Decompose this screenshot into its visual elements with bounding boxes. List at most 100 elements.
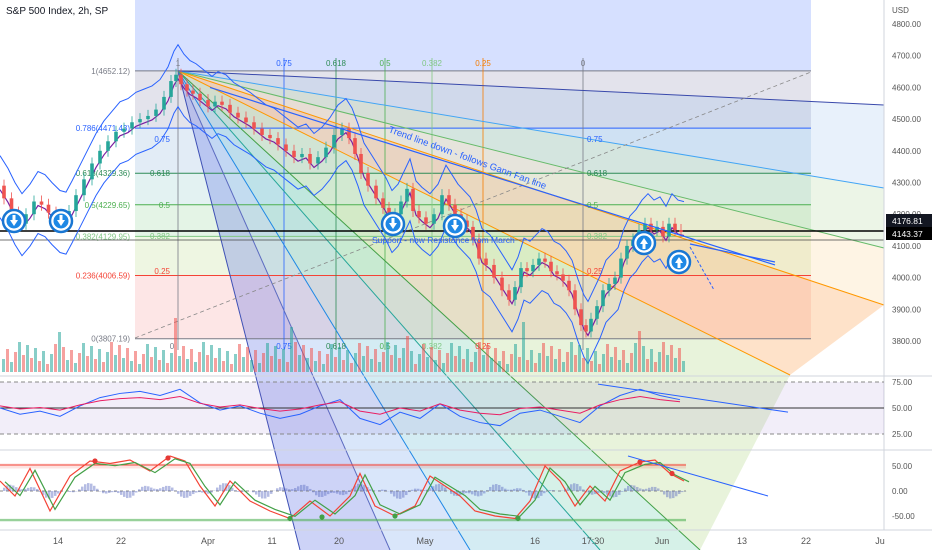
candle[interactable] — [543, 258, 547, 262]
candle[interactable] — [162, 96, 166, 110]
candle[interactable] — [130, 122, 134, 129]
candle[interactable] — [643, 223, 647, 231]
candle[interactable] — [268, 134, 272, 139]
candle[interactable] — [114, 131, 118, 142]
candle[interactable] — [316, 157, 320, 164]
candle[interactable] — [573, 290, 577, 310]
candle[interactable] — [555, 271, 559, 275]
volume-bar — [350, 363, 353, 372]
rsi-line[interactable] — [0, 388, 681, 427]
candle[interactable] — [405, 188, 409, 202]
candle[interactable] — [228, 104, 232, 113]
candle[interactable] — [284, 144, 288, 151]
candle[interactable] — [179, 74, 183, 85]
candle[interactable] — [500, 277, 504, 291]
candle[interactable] — [260, 128, 264, 135]
candle[interactable] — [185, 84, 189, 91]
candle[interactable] — [679, 230, 683, 233]
candle[interactable] — [353, 138, 357, 154]
candle[interactable] — [589, 318, 593, 332]
candle[interactable] — [98, 150, 102, 164]
candle[interactable] — [366, 172, 370, 186]
candle[interactable] — [673, 223, 677, 231]
candle[interactable] — [300, 153, 304, 158]
stoch-histogram-bar — [513, 488, 516, 491]
candle[interactable] — [537, 258, 541, 265]
candle[interactable] — [584, 325, 588, 332]
candle[interactable] — [579, 309, 583, 326]
candle[interactable] — [276, 138, 280, 145]
candle[interactable] — [191, 90, 195, 94]
stoch-histogram-bar — [300, 484, 303, 491]
candle[interactable] — [122, 128, 126, 132]
stoch-histogram-bar — [36, 489, 39, 491]
candle[interactable] — [453, 204, 457, 215]
candle[interactable] — [39, 201, 44, 205]
candle[interactable] — [374, 185, 378, 199]
candle[interactable] — [447, 195, 451, 205]
candle[interactable] — [206, 100, 210, 107]
candle[interactable] — [32, 201, 36, 215]
stoch-histogram-bar — [255, 491, 258, 495]
candle[interactable] — [432, 214, 436, 224]
candle[interactable] — [154, 109, 158, 116]
candle[interactable] — [252, 122, 256, 129]
candle[interactable] — [146, 115, 150, 120]
candle[interactable] — [561, 274, 565, 281]
stoch-k-line[interactable] — [0, 455, 685, 520]
candle[interactable] — [525, 268, 529, 272]
candle[interactable] — [531, 264, 535, 272]
candle[interactable] — [477, 239, 481, 259]
candle[interactable] — [332, 134, 336, 148]
candle[interactable] — [484, 258, 488, 265]
candle[interactable] — [595, 306, 599, 319]
candle[interactable] — [381, 198, 385, 208]
candle[interactable] — [359, 153, 363, 173]
candle[interactable] — [607, 283, 611, 291]
candle[interactable] — [625, 245, 629, 259]
candle[interactable] — [649, 223, 653, 231]
stoch-histogram-bar — [279, 487, 282, 491]
volume-bar — [250, 360, 253, 372]
candle[interactable] — [347, 128, 351, 139]
candle[interactable] — [308, 153, 312, 164]
candle[interactable] — [244, 117, 248, 123]
candle[interactable] — [74, 195, 78, 212]
candle[interactable] — [492, 264, 496, 278]
candle[interactable] — [198, 93, 202, 101]
candle[interactable] — [174, 74, 178, 82]
candle[interactable] — [661, 226, 665, 237]
stoch-histogram-bar — [651, 486, 654, 491]
candle[interactable] — [519, 268, 523, 288]
stoch-histogram-bar — [636, 486, 639, 491]
candle[interactable] — [90, 163, 94, 180]
candle[interactable] — [619, 258, 623, 278]
candle[interactable] — [411, 188, 415, 212]
candle[interactable] — [440, 195, 444, 215]
candle[interactable] — [106, 141, 110, 151]
candle[interactable] — [46, 204, 51, 213]
candle[interactable] — [324, 147, 328, 158]
candle[interactable] — [2, 185, 6, 199]
candle[interactable] — [220, 101, 224, 105]
candle[interactable] — [424, 217, 428, 224]
candle[interactable] — [507, 290, 511, 300]
candle[interactable] — [513, 287, 517, 300]
candle[interactable] — [613, 277, 617, 284]
candle[interactable] — [213, 101, 217, 107]
candle[interactable] — [82, 179, 86, 196]
candle[interactable] — [417, 211, 421, 218]
candle[interactable] — [9, 198, 14, 213]
candle[interactable] — [567, 280, 571, 291]
candle[interactable] — [549, 261, 553, 272]
candle[interactable] — [601, 290, 605, 307]
candle[interactable] — [138, 119, 142, 123]
candle[interactable] — [667, 223, 671, 237]
candle[interactable] — [399, 201, 403, 215]
candle[interactable] — [340, 128, 344, 135]
candle[interactable] — [292, 150, 296, 158]
candle[interactable] — [236, 112, 240, 118]
candle[interactable] — [169, 81, 173, 97]
candle[interactable] — [471, 226, 475, 240]
